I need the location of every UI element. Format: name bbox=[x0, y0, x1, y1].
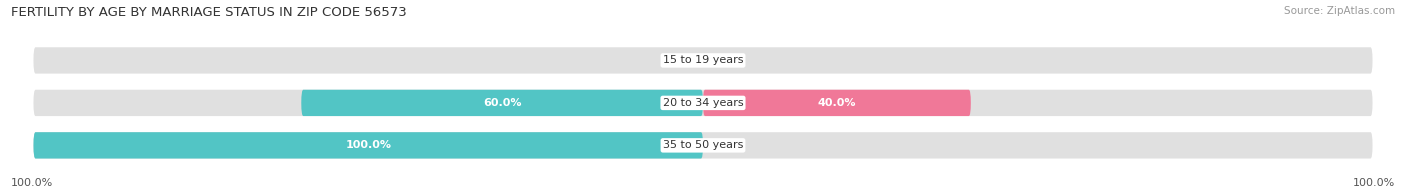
Text: 100.0%: 100.0% bbox=[11, 178, 53, 188]
FancyBboxPatch shape bbox=[34, 132, 703, 159]
Text: FERTILITY BY AGE BY MARRIAGE STATUS IN ZIP CODE 56573: FERTILITY BY AGE BY MARRIAGE STATUS IN Z… bbox=[11, 6, 406, 19]
FancyBboxPatch shape bbox=[34, 90, 1372, 116]
Text: 100.0%: 100.0% bbox=[346, 140, 391, 150]
FancyBboxPatch shape bbox=[34, 47, 1372, 74]
FancyBboxPatch shape bbox=[703, 90, 970, 116]
Text: Source: ZipAtlas.com: Source: ZipAtlas.com bbox=[1284, 6, 1395, 16]
Text: 40.0%: 40.0% bbox=[818, 98, 856, 108]
FancyBboxPatch shape bbox=[301, 90, 703, 116]
Text: 60.0%: 60.0% bbox=[482, 98, 522, 108]
Text: 0.0%: 0.0% bbox=[717, 140, 745, 150]
Text: 35 to 50 years: 35 to 50 years bbox=[662, 140, 744, 150]
FancyBboxPatch shape bbox=[34, 132, 1372, 159]
Text: 0.0%: 0.0% bbox=[717, 55, 745, 65]
Text: 0.0%: 0.0% bbox=[661, 55, 689, 65]
Text: 15 to 19 years: 15 to 19 years bbox=[662, 55, 744, 65]
Text: 20 to 34 years: 20 to 34 years bbox=[662, 98, 744, 108]
Text: 100.0%: 100.0% bbox=[1353, 178, 1395, 188]
